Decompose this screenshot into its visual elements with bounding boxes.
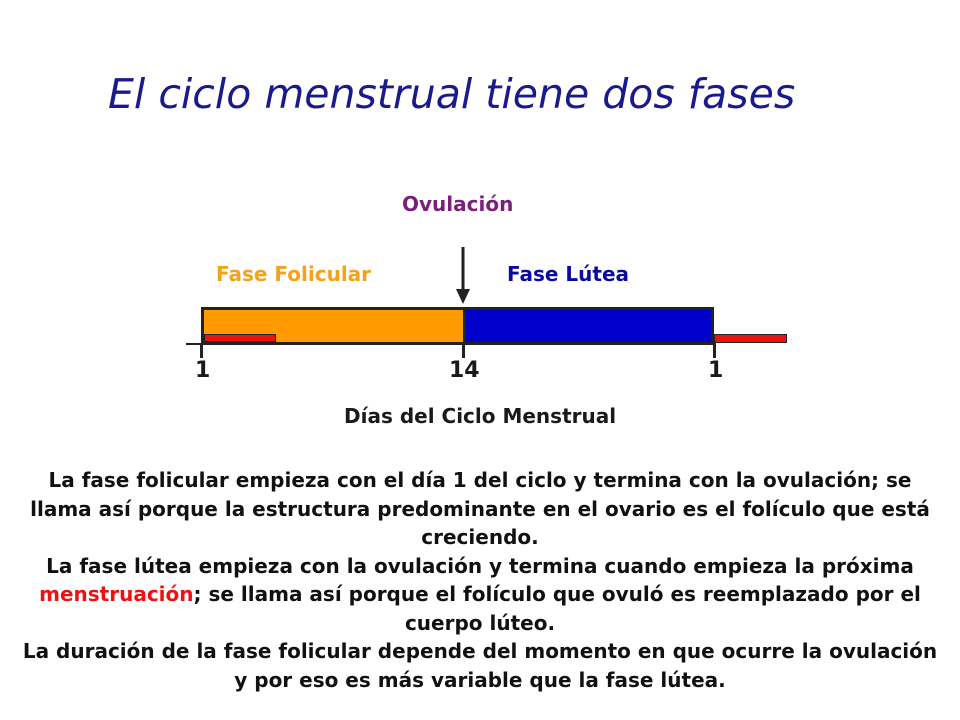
ovulation-label: Ovulación [402, 192, 514, 216]
page-title: El ciclo menstrual tiene dos fases [108, 70, 796, 118]
explanation-text: La fase folicular empieza con el día 1 d… [16, 466, 944, 694]
text-segment: La fase lútea empieza con la ovulación y… [46, 553, 914, 578]
ovulation-arrow-icon [456, 247, 470, 304]
axis-label: Días del Ciclo Menstrual [344, 404, 617, 428]
tick-label-next-day-1: 1 [708, 358, 724, 383]
paragraph-duration: La duración de la fase folicular depende… [22, 639, 938, 692]
axis-tick [462, 343, 465, 358]
paragraph-follicular: La fase folicular empieza con el día 1 d… [30, 468, 930, 549]
menstruation-highlight: menstruación [39, 582, 194, 606]
axis-tick [713, 343, 716, 358]
tick-label-day-1: 1 [195, 358, 211, 383]
paragraph-luteal: La fase lútea empieza con la ovulación y… [16, 552, 944, 638]
axis-line [186, 343, 714, 345]
menstruation-bar-next [714, 334, 787, 343]
tick-label-day-14: 14 [449, 358, 480, 383]
follicular-phase-label: Fase Folicular [216, 262, 372, 286]
luteal-phase-bar [463, 307, 714, 345]
text-segment: ; se llama así porque el folículo que ov… [193, 582, 921, 635]
luteal-phase-label: Fase Lútea [507, 262, 630, 286]
axis-tick [200, 343, 203, 358]
menstruation-bar-start [204, 334, 276, 342]
